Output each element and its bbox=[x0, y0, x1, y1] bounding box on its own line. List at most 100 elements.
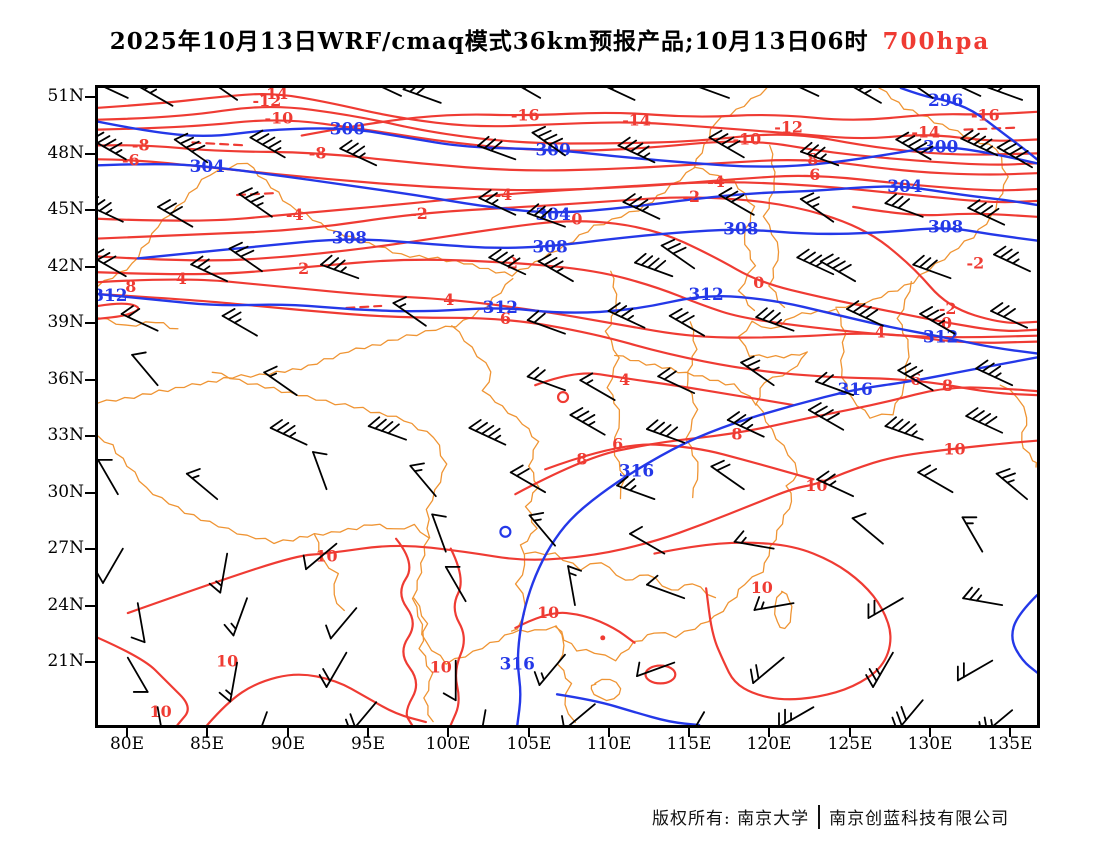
lat-tick-mark bbox=[85, 605, 95, 607]
temperature-contour-line bbox=[98, 196, 1037, 324]
height-contour-line bbox=[555, 693, 701, 725]
copyright-footer: 版权所有: 南京大学 南京创蓝科技有限公司 bbox=[652, 804, 1009, 829]
wind-barb bbox=[98, 547, 124, 584]
temperature-contour-line bbox=[300, 110, 1037, 137]
temperature-contour-line bbox=[395, 537, 418, 725]
temperature-contour-label: 10 bbox=[943, 440, 965, 459]
wind-barb bbox=[444, 565, 467, 603]
wind-barb bbox=[846, 300, 884, 327]
height-contour-label: 304 bbox=[535, 204, 571, 224]
lon-tick-mark bbox=[447, 728, 449, 737]
temperature-closed-contour bbox=[644, 664, 677, 685]
wind-barb bbox=[916, 88, 934, 99]
lon-tick-mark bbox=[528, 728, 530, 737]
wind-barb bbox=[567, 565, 583, 607]
wind-barb bbox=[442, 659, 457, 702]
temperature-contour-line bbox=[514, 611, 636, 644]
lon-tick-label: 115E bbox=[666, 734, 712, 754]
temperature-contour-label: -16 bbox=[971, 106, 1000, 125]
wind-barb bbox=[799, 192, 835, 223]
wind-barb bbox=[867, 597, 904, 619]
wind-barb bbox=[409, 462, 437, 498]
wind-barb bbox=[579, 372, 616, 401]
wind-barb bbox=[695, 711, 706, 725]
temperature-contour-line bbox=[98, 144, 1037, 176]
height-contour-label: 304 bbox=[190, 156, 226, 176]
wind-barb bbox=[986, 88, 1023, 101]
wind-barb bbox=[646, 419, 686, 444]
temperature-closed-contour bbox=[556, 391, 570, 404]
temperature-contour-label: 10 bbox=[315, 547, 337, 566]
temperature-contour-label: -10 bbox=[733, 129, 762, 148]
lat-tick-label: 36N bbox=[47, 369, 84, 389]
temperature-contour-line bbox=[98, 181, 1037, 222]
wind-barb bbox=[961, 516, 984, 553]
height-contour-label: 300 bbox=[923, 136, 958, 156]
wind-barb bbox=[249, 129, 286, 159]
lon-tick-label: 90E bbox=[270, 734, 306, 754]
lon-tick-label: 105E bbox=[506, 734, 552, 754]
lon-tick-mark bbox=[688, 728, 690, 737]
wind-barb bbox=[800, 141, 840, 167]
temperature-contour-label: 8 bbox=[125, 277, 136, 296]
wind-barb bbox=[753, 596, 795, 611]
wind-barb bbox=[569, 407, 606, 436]
temperature-contour-label: -2 bbox=[682, 187, 700, 206]
title-level-accent: 700hpa bbox=[882, 28, 991, 55]
lat-tick-mark bbox=[85, 492, 95, 494]
wind-barb bbox=[367, 416, 407, 441]
wind-barb bbox=[481, 709, 487, 725]
wind-barb bbox=[616, 475, 656, 501]
lat-tick-mark bbox=[85, 379, 95, 381]
temperature-contour-line bbox=[653, 541, 892, 701]
lat-tick-label: 48N bbox=[47, 143, 84, 163]
wind-barb bbox=[526, 310, 566, 335]
lat-tick-label: 39N bbox=[47, 312, 84, 332]
height-contour-line bbox=[516, 356, 1037, 725]
height-contour-label: 308 bbox=[332, 228, 367, 248]
wind-barb bbox=[263, 365, 298, 396]
wind-barb bbox=[710, 459, 745, 491]
temperature-contour-label: 0 bbox=[941, 314, 952, 333]
height-contour-label: 316 bbox=[500, 654, 535, 674]
lon-tick-label: 95E bbox=[350, 734, 386, 754]
lon-tick-mark bbox=[929, 728, 931, 737]
wind-barb bbox=[657, 367, 696, 395]
temperature-contour-label: 8 bbox=[576, 449, 587, 468]
lat-tick-label: 33N bbox=[47, 425, 84, 445]
geo-boundary-line bbox=[590, 678, 622, 702]
geo-boundary-line bbox=[999, 384, 1037, 468]
temperature-contour-label: 10 bbox=[150, 702, 172, 721]
wind-barb bbox=[561, 703, 596, 725]
wind-barb bbox=[853, 88, 882, 104]
wind-barb bbox=[726, 411, 765, 438]
height-contour-label: 296 bbox=[928, 90, 963, 110]
temperature-contour-label: -4 bbox=[495, 185, 513, 204]
temperature-contour-label: -14 bbox=[911, 123, 940, 142]
temperature-contour-line bbox=[98, 258, 1037, 339]
wind-barb bbox=[978, 709, 1014, 725]
wind-barb bbox=[131, 351, 159, 387]
geo-boundary-line bbox=[413, 597, 434, 723]
height-contour-label: 312 bbox=[923, 327, 958, 347]
temperature-contour-label: -2 bbox=[410, 204, 428, 223]
height-contour-label: 308 bbox=[532, 236, 567, 256]
lon-tick-label: 110E bbox=[586, 734, 632, 754]
temperature-contour-line bbox=[98, 292, 1037, 397]
wind-barb bbox=[962, 586, 1004, 607]
lon-tick-label: 80E bbox=[109, 734, 145, 754]
wind-barb bbox=[884, 416, 924, 441]
temperature-contour-line bbox=[514, 386, 1037, 496]
height-contour-label: 308 bbox=[928, 217, 963, 237]
height-contour-label: 300 bbox=[330, 119, 365, 139]
wind-barb bbox=[897, 362, 934, 392]
wind-barb bbox=[851, 512, 884, 545]
wind-barb bbox=[814, 371, 855, 396]
height-contour-line bbox=[98, 292, 1037, 355]
wind-barb bbox=[120, 305, 159, 332]
map-frame: -16 -16 -14 -14 -14 -12 -12 -10 -10 -8 -8 -8 -6 -6 -4-… bbox=[95, 85, 1040, 728]
temperature-contour-line bbox=[98, 92, 1037, 142]
temperature-contour-label: 0 bbox=[571, 210, 582, 229]
wind-barb bbox=[819, 253, 857, 283]
temperature-contour-label: -10 bbox=[264, 109, 293, 128]
